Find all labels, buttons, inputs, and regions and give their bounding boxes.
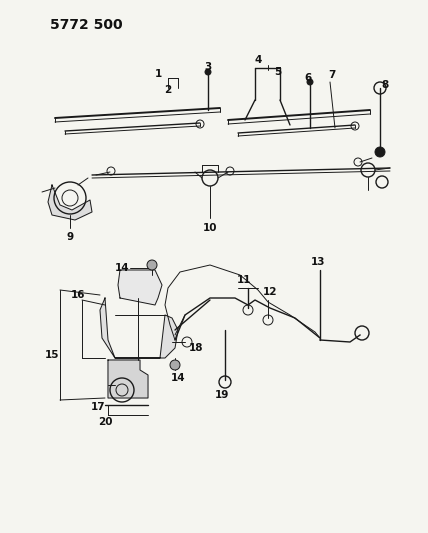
- Text: 1: 1: [155, 69, 162, 79]
- Text: 17: 17: [91, 402, 105, 412]
- Circle shape: [205, 69, 211, 75]
- Text: 19: 19: [215, 390, 229, 400]
- Text: 6: 6: [304, 73, 312, 83]
- Text: 14: 14: [115, 263, 129, 273]
- Text: 5772 500: 5772 500: [50, 18, 123, 32]
- Text: 8: 8: [381, 80, 389, 90]
- Text: 14: 14: [171, 373, 185, 383]
- Text: 2: 2: [164, 85, 172, 95]
- Text: 11: 11: [237, 275, 251, 285]
- Circle shape: [170, 360, 180, 370]
- Text: 20: 20: [98, 417, 112, 427]
- Polygon shape: [108, 360, 148, 398]
- Text: 9: 9: [66, 232, 74, 242]
- Circle shape: [147, 260, 157, 270]
- Text: 7: 7: [328, 70, 336, 80]
- Circle shape: [375, 147, 385, 157]
- Polygon shape: [48, 185, 92, 220]
- Polygon shape: [118, 270, 162, 305]
- Text: 5: 5: [274, 67, 282, 77]
- Text: 15: 15: [45, 350, 59, 360]
- Text: 12: 12: [263, 287, 277, 297]
- Text: 3: 3: [205, 62, 211, 72]
- Text: 13: 13: [311, 257, 325, 267]
- Text: 10: 10: [203, 223, 217, 233]
- Circle shape: [307, 79, 313, 85]
- Text: 18: 18: [189, 343, 203, 353]
- Text: 4: 4: [254, 55, 262, 65]
- Polygon shape: [100, 298, 178, 358]
- Text: 16: 16: [71, 290, 85, 300]
